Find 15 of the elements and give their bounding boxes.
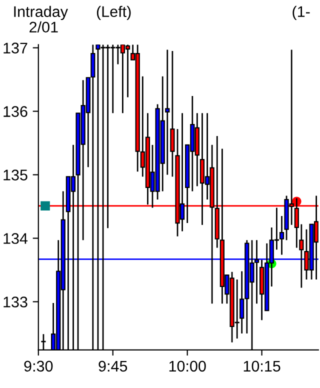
text: (1- xyxy=(292,6,310,20)
chart-title: Intraday xyxy=(14,6,68,20)
text: (Left) xyxy=(96,6,131,20)
candlestick xyxy=(170,50,175,178)
x-tick-label: 10:00 xyxy=(169,360,206,372)
x-tick-label: 9:30 xyxy=(24,360,53,372)
chart-subtitle: 2/01 xyxy=(30,21,58,33)
y-tick-label: 137 xyxy=(4,42,28,54)
y-tick-label: 133 xyxy=(4,296,28,308)
x-tick-label: 10:15 xyxy=(244,360,280,372)
y-tick-label: 135 xyxy=(4,170,28,180)
point xyxy=(40,201,50,211)
y-tick-label: 134 xyxy=(4,233,28,244)
y-tick-label: 136 xyxy=(4,106,28,117)
x-tick-label: 9:45 xyxy=(98,360,128,372)
